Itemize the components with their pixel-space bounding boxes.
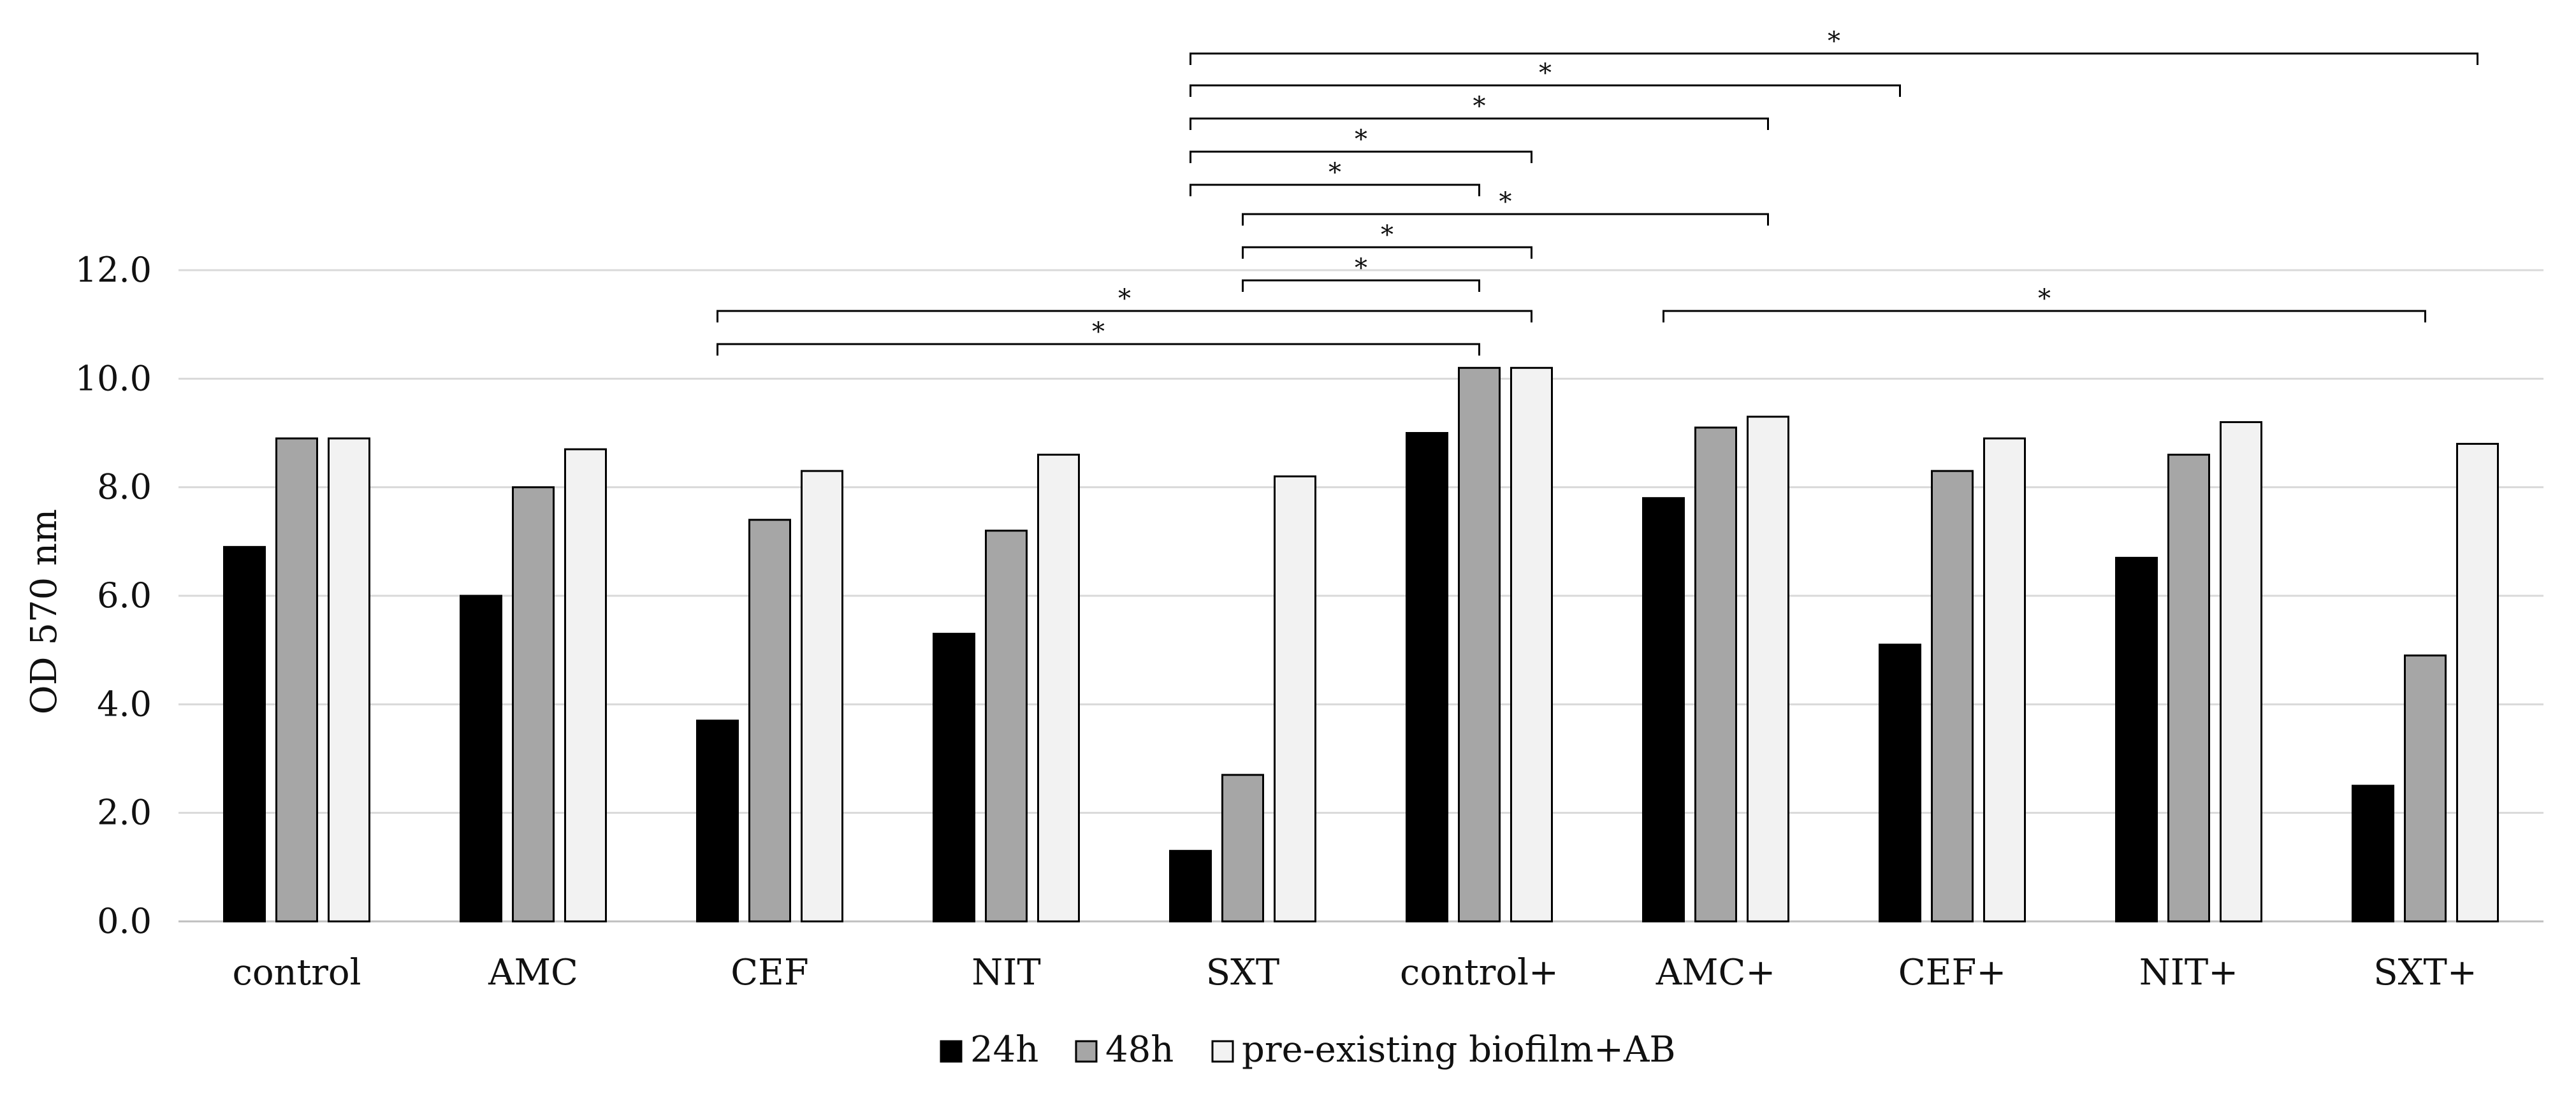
bar-AMC+-48h [1694, 426, 1737, 923]
significance-bracket: * [1190, 59, 1901, 97]
legend-swatch [940, 1040, 963, 1063]
significance-bracket: * [1242, 254, 1480, 292]
significance-bracket: * [1242, 220, 1532, 259]
significance-bracket: * [1663, 284, 2426, 322]
bar-control-24h [223, 545, 266, 923]
bar-CEF-48h [748, 519, 791, 923]
bracket-line [1190, 52, 2478, 65]
bar-CEF+-pre-existing biofilm+AB [1983, 437, 2026, 923]
y-tick-label: 0.0 [97, 901, 152, 941]
significance-bracket: * [717, 284, 1532, 322]
y-tick-label: 12.0 [75, 250, 152, 290]
significance-label: * [1118, 284, 1131, 314]
bar-control+-48h [1458, 366, 1501, 923]
bar-SXT-24h [1169, 849, 1212, 923]
x-tick-label: AMC+ [1655, 952, 1776, 993]
bar-CEF-pre-existing biofilm+AB [801, 470, 843, 923]
bar-NIT-pre-existing biofilm+AB [1037, 454, 1080, 923]
bar-AMC-pre-existing biofilm+AB [564, 448, 607, 923]
significance-label: * [1328, 158, 1341, 187]
bracket-line [1242, 279, 1480, 292]
significance-label: * [1092, 317, 1105, 347]
x-tick-label: AMC [488, 952, 578, 993]
bar-control-48h [275, 437, 318, 923]
significance-bracket: * [1242, 187, 1769, 226]
legend-swatch [1075, 1040, 1098, 1063]
y-axis-label: OD 570 nm [24, 509, 65, 714]
significance-label: * [1539, 59, 1552, 88]
significance-label: * [1499, 187, 1512, 217]
bars [223, 366, 2499, 923]
significance-label: * [1381, 220, 1394, 250]
significance-bracket: * [717, 317, 1480, 356]
bar-SXT+-48h [2404, 654, 2447, 923]
significance-label: * [1355, 125, 1367, 154]
y-tick-label: 8.0 [97, 467, 152, 507]
x-axis-category-labels: control AMC CEF NIT SXT control+ AMC+ CEF+ NIT+ S… [232, 952, 2477, 993]
bar-NIT-24h [933, 633, 975, 923]
bracket-line [1190, 150, 1532, 163]
bar-NIT-48h [985, 530, 1028, 923]
significance-label: * [1828, 27, 1840, 56]
legend-item: 48h [1075, 1029, 1174, 1071]
bar-control-pre-existing biofilm+AB [328, 437, 370, 923]
significance-label: * [1473, 92, 1486, 121]
legend: 24h 48h pre-existing biofilm+AB [940, 1029, 1676, 1071]
y-tick-label: 2.0 [97, 793, 152, 833]
x-tick-label: SXT [1206, 952, 1280, 993]
bracket-line [717, 310, 1532, 322]
significance-bracket: * [1190, 125, 1532, 163]
bracket-line [1190, 184, 1480, 196]
bar-SXT+-pre-existing biofilm+AB [2456, 443, 2499, 923]
x-tick-label: SXT+ [2373, 952, 2477, 993]
bracket-line [1242, 246, 1532, 259]
bar-NIT+-24h [2115, 556, 2158, 923]
legend-item: 24h [940, 1029, 1038, 1071]
bar-NIT+-48h [2167, 454, 2210, 923]
bar-AMC-48h [512, 486, 555, 923]
bar-AMC+-24h [1642, 497, 1685, 923]
y-tick-label: 6.0 [97, 575, 152, 616]
bar-AMC+-pre-existing biofilm+AB [1747, 415, 1789, 923]
legend-item: pre-existing biofilm+AB [1211, 1029, 1676, 1071]
y-tick-label: 4.0 [97, 684, 152, 724]
x-tick-label: control [232, 952, 361, 993]
bar-AMC-24h [460, 595, 502, 923]
bar-SXT-pre-existing biofilm+AB [1274, 475, 1316, 923]
bracket-line [1242, 213, 1769, 226]
significance-label: * [2038, 284, 2051, 314]
bar-NIT+-pre-existing biofilm+AB [2220, 421, 2262, 923]
bar-CEF+-24h [1879, 644, 1921, 923]
x-tick-label: CEF+ [1898, 952, 2007, 993]
bar-CEF+-48h [1931, 470, 1974, 923]
x-tick-label: control+ [1400, 952, 1559, 993]
bracket-line [1190, 117, 1769, 130]
legend-swatch [1211, 1040, 1234, 1063]
significance-brackets: * * * * * * * * * * * [717, 27, 2478, 356]
x-tick-label: NIT [971, 952, 1040, 993]
bracket-line [1190, 84, 1901, 97]
bar-SXT+-24h [2352, 784, 2394, 923]
y-tick-label: 10.0 [75, 358, 152, 398]
significance-bracket: * [1190, 92, 1769, 130]
bracket-line [1663, 310, 2426, 322]
bar-CEF-24h [696, 719, 739, 923]
bar-SXT-48h [1221, 774, 1264, 923]
bar-control+-24h [1406, 432, 1448, 923]
significance-bracket: * [1190, 27, 2478, 65]
legend-label: 24h [970, 1029, 1038, 1071]
bracket-line [717, 343, 1480, 356]
significance-bracket: * [1190, 158, 1480, 196]
significance-label: * [1355, 254, 1367, 283]
y-axis-tick-labels: 0.0 2.0 4.0 6.0 8.0 10.0 12.0 [75, 250, 152, 941]
legend-label: 48h [1105, 1029, 1174, 1071]
x-tick-label: CEF [731, 952, 809, 993]
legend-label: pre-existing biofilm+AB [1242, 1029, 1676, 1071]
bar-control+-pre-existing biofilm+AB [1510, 366, 1553, 923]
x-tick-label: NIT+ [2139, 952, 2238, 993]
